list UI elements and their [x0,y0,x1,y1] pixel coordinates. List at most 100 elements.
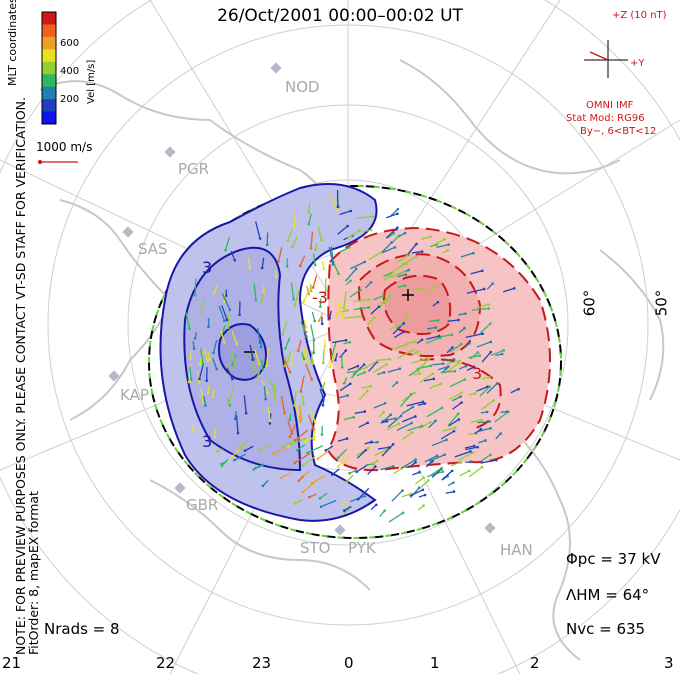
velocity-vector [380,465,394,471]
vector-origin [305,335,309,338]
vector-origin [409,392,413,396]
vector-origin [440,406,444,410]
velocity-vector [346,474,354,483]
station-han: HAN [500,541,533,559]
vector-origin [284,347,287,350]
vector-origin [212,351,215,355]
vector-origin [304,325,308,329]
vector-origin [391,442,395,446]
vector-origin [336,456,340,460]
vector-origin [459,342,463,346]
velocity-vector [354,410,365,414]
scale-swatch [42,24,56,38]
velocity-vector [479,323,491,334]
velocity-vector [356,371,365,377]
cross-polar-potential: Φpc = 37 kV [566,550,661,568]
velocity-vector [335,303,343,316]
vector-origin [398,367,402,370]
vector-origin [337,272,340,276]
vector-origin [441,470,445,473]
vector-origin [224,294,228,297]
vector-origin [285,265,289,268]
vector-origin [433,285,437,289]
vector-origin [441,362,445,365]
vector-origin [346,309,349,312]
station-pyk: PYK [348,539,376,557]
velocity-vector [346,370,356,374]
vector-origin [344,349,348,352]
vector-origin [450,469,454,473]
map-title: 26/Oct/2001 00:00–00:02 UT [217,6,463,26]
vector-origin [346,394,349,397]
vector-origin [352,415,355,419]
vector-origin [402,330,405,334]
velocity-vector [372,363,388,374]
vector-origin [313,319,317,323]
vector-origin [253,366,257,370]
vector-origin [319,505,323,508]
vector-origin [271,452,275,456]
vector-origin [439,336,442,340]
vector-origin [447,365,450,368]
velocity-vector [401,415,416,423]
velocity-vector [272,382,276,401]
velocity-vector [280,471,292,479]
vector-origin [349,209,353,213]
velocity-vector [293,211,297,227]
vector-origin [482,287,486,291]
vector-origin [396,212,399,216]
station-sas: SAS [138,240,168,258]
vector-origin [300,417,303,421]
velocity-vector [486,383,498,394]
velocity-color-scale [41,11,57,125]
vector-origin [290,362,294,366]
vector-origin [288,370,292,374]
velocity-vector [431,439,447,447]
vector-origin [401,511,405,515]
vector-origin [363,260,367,264]
vector-origin [363,371,366,374]
velocity-vector [311,475,325,484]
vector-origin [296,414,300,417]
vector-origin [492,399,495,402]
vector-origin [273,398,277,402]
velocity-vector [317,451,328,460]
velocity-vector [427,286,436,292]
vector-origin [500,352,504,356]
vector-origin [321,386,325,390]
vector-origin [489,426,492,430]
velocity-vector [328,246,334,265]
vector-origin [355,470,358,474]
vector-origin [303,439,307,443]
vector-origin [499,432,503,435]
velocity-vector [418,421,431,430]
mlt-label-0: 0 [344,654,354,672]
vector-origin [312,427,315,430]
vector-origin [307,210,311,214]
vector-origin [375,503,378,507]
vector-origin [421,488,425,492]
mlt-label-23: 23 [252,654,272,672]
vector-origin [302,357,306,361]
velocity-vector [407,243,418,255]
vector-origin [495,458,498,462]
velocity-vector [486,283,494,290]
mlt-label-22: 22 [156,654,176,672]
vector-origin [417,486,421,490]
velocity-vector [387,415,402,428]
velocity-vector [346,229,361,240]
vector-origin [463,326,466,330]
velocity-vector [257,328,261,343]
vector-origin [431,372,435,375]
vector-origin [411,348,415,352]
velocity-vector [330,246,334,263]
vector-origin [336,205,340,209]
vector-origin [472,444,476,448]
vector-origin [488,375,491,379]
vector-origin [396,226,399,229]
vector-origin [454,426,457,430]
velocity-vector [253,463,265,471]
velocity-vector [312,275,318,288]
velocity-vector [381,417,396,422]
vector-origin [489,350,493,354]
